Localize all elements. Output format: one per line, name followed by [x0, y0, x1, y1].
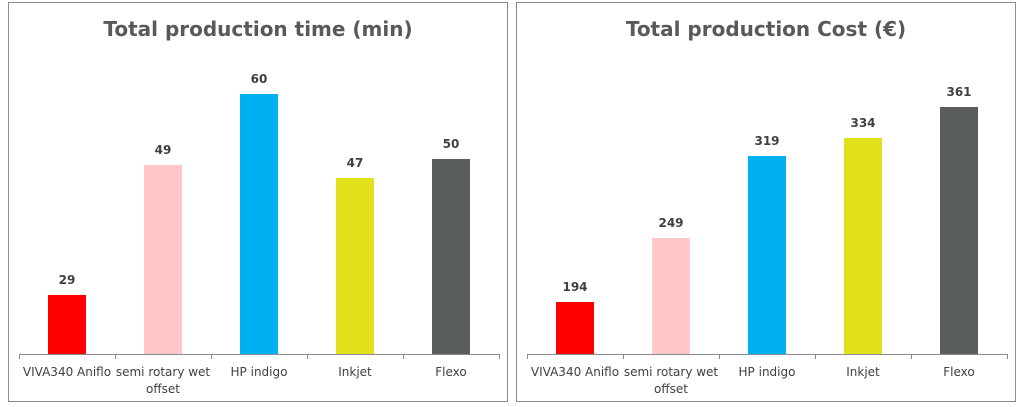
chart-panel: Total production time (min) VIVA340 Anifl…	[8, 2, 508, 402]
x-tick	[211, 354, 212, 359]
x-tick	[499, 354, 500, 359]
data-label: 319	[754, 133, 780, 148]
x-axis-line	[19, 354, 499, 355]
data-label: 60	[250, 71, 268, 86]
bar	[556, 302, 594, 354]
bar	[844, 138, 882, 354]
chart-title: Total production time (min)	[103, 17, 413, 41]
chart-panel: Total production Cost (€) VIVA340 Aniflo 1…	[516, 2, 1016, 402]
x-tick-label: VIVA340 Aniflo	[530, 365, 620, 379]
data-label: 361	[946, 84, 972, 99]
x-tick	[911, 354, 912, 359]
x-tick-label: VIVA340 Aniflo	[22, 365, 112, 379]
x-tick	[115, 354, 116, 359]
x-tick-label: Inkjet	[846, 365, 880, 379]
data-label: 47	[346, 156, 364, 171]
bar	[652, 237, 690, 354]
x-tick	[19, 354, 20, 359]
data-label: 194	[562, 280, 588, 295]
x-tick-label: HP indigo	[738, 365, 796, 379]
x-tick	[527, 354, 528, 359]
data-label: 49	[154, 143, 172, 158]
x-tick	[623, 354, 624, 359]
x-tick	[719, 354, 720, 359]
x-tick	[815, 354, 816, 359]
data-label: 249	[658, 215, 684, 230]
x-tick-label: Flexo	[435, 365, 467, 379]
bar	[240, 93, 278, 354]
bar	[432, 158, 470, 354]
x-tick-label: semi rotary wet offset	[115, 365, 211, 396]
x-tick-label: Flexo	[943, 365, 975, 379]
chart-title: Total production Cost (€)	[625, 17, 907, 41]
x-tick	[307, 354, 308, 359]
bar	[940, 106, 978, 354]
bar	[748, 155, 786, 354]
x-tick	[1007, 354, 1008, 359]
bar	[144, 165, 182, 354]
x-tick-label: HP indigo	[230, 365, 288, 379]
x-tick-label: Inkjet	[338, 365, 372, 379]
data-label: 50	[442, 136, 460, 151]
bar	[48, 295, 86, 354]
x-axis-line	[527, 354, 1007, 355]
x-tick-label: semi rotary wet offset	[623, 365, 719, 396]
data-label: 334	[850, 116, 876, 131]
bar	[336, 178, 374, 354]
x-tick	[403, 354, 404, 359]
data-label: 29	[58, 273, 76, 288]
